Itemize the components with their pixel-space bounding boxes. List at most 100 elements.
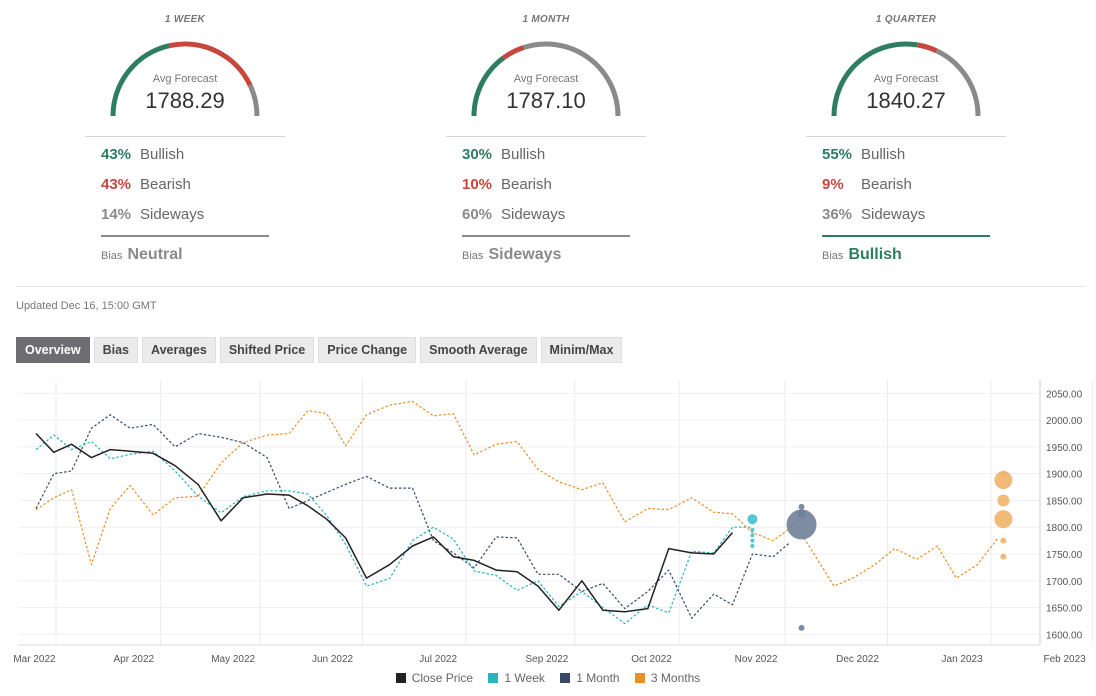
x-tick-label: May 2022 <box>211 654 255 665</box>
updated-timestamp: Updated Dec 16, 15:00 GMT <box>16 300 157 312</box>
bullish-row: 43% Bullish <box>101 146 184 163</box>
legend-swatch <box>634 673 645 683</box>
forecast-point-1-month[interactable] <box>786 509 817 540</box>
bias-label: Bias <box>101 250 123 262</box>
legend-item-1-month[interactable]: 1 Month <box>560 671 620 685</box>
bullish-row: 55% Bullish <box>822 146 905 163</box>
sideways-label: Sideways <box>140 206 205 223</box>
x-tick-label: Nov 2022 <box>735 654 778 665</box>
series-line-close-price <box>35 432 734 613</box>
y-tick-label: 1850.00 <box>1046 496 1083 507</box>
legend-item-1-week[interactable]: 1 Week <box>488 671 545 685</box>
gauge-bearish-arc <box>168 41 253 87</box>
gauge-sideways-arc <box>247 84 260 117</box>
gauge-sideways-arc <box>522 41 621 117</box>
sideways-percent: 36% <box>822 206 853 223</box>
sideways-percent: 14% <box>101 206 132 223</box>
y-tick-label: 1800.00 <box>1046 523 1083 534</box>
bias: Bias Sideways <box>462 246 561 264</box>
forecast-point-1-week[interactable] <box>747 514 758 525</box>
x-tick-label: Feb 2023 <box>1043 654 1086 665</box>
forecast-point-1-week[interactable] <box>750 533 755 538</box>
y-tick-label: 1900.00 <box>1046 470 1083 481</box>
bias-underline <box>462 235 630 237</box>
forecast-point-1-week[interactable] <box>750 538 755 543</box>
gauge-bearish-arc <box>502 45 525 60</box>
y-tick-label: 2050.00 <box>1046 389 1083 400</box>
x-tick-label: Apr 2022 <box>114 654 155 665</box>
gauge-bearish-arc <box>916 42 938 54</box>
bias-underline <box>822 235 990 237</box>
legend-label: 3 Months <box>650 671 701 685</box>
panel-title: 1 WEEK <box>164 14 206 25</box>
divider <box>85 136 285 137</box>
bias-underline <box>101 235 269 237</box>
bearish-row: 9% Bearish <box>822 176 912 193</box>
y-tick-label: 1950.00 <box>1046 443 1083 454</box>
forecast-point-1-week[interactable] <box>750 527 755 532</box>
sideways-row: 60% Sideways <box>462 206 565 223</box>
sentiment-gauge <box>110 41 260 117</box>
forecast-point-1-week[interactable] <box>750 543 755 548</box>
x-tick-label: Mar 2022 <box>13 654 56 665</box>
bullish-percent: 55% <box>822 146 853 163</box>
y-tick-label: 2000.00 <box>1046 416 1083 427</box>
forecast-panel-1-quarter: 1 QUARTER Avg Forecast 1840.27 55% Bullis… <box>806 0 1006 280</box>
bias-label: Bias <box>462 250 484 262</box>
bearish-percent: 10% <box>462 176 493 193</box>
bearish-label: Bearish <box>140 176 191 193</box>
bearish-label: Bearish <box>501 176 552 193</box>
avg-forecast-label: Avg Forecast <box>513 73 579 85</box>
bullish-percent: 30% <box>462 146 493 163</box>
bias-label: Bias <box>822 250 844 262</box>
x-tick-label: Jun 2022 <box>312 654 354 665</box>
gauge-sideways-arc <box>935 48 981 117</box>
gauge-bullish-arc <box>471 55 506 117</box>
forecast-point-3-months[interactable] <box>1000 553 1007 560</box>
forecast-point-3-months[interactable] <box>1000 470 1007 477</box>
legend-label: 1 Week <box>504 671 545 685</box>
sideways-label: Sideways <box>501 206 566 223</box>
divider <box>446 136 646 137</box>
forecast-point-1-month[interactable] <box>797 509 806 518</box>
x-tick-label: Oct 2022 <box>631 654 672 665</box>
avg-forecast-label: Avg Forecast <box>152 73 218 85</box>
tab-averages[interactable]: Averages <box>142 337 216 363</box>
divider <box>806 136 1006 137</box>
forecast-point-3-months[interactable] <box>997 494 1010 507</box>
tab-minim-max[interactable]: Minim/Max <box>540 337 623 363</box>
legend-swatch <box>488 673 499 683</box>
legend-item-close-price[interactable]: Close Price <box>395 671 474 685</box>
legend-swatch <box>560 673 571 683</box>
x-tick-label: Jan 2023 <box>942 654 984 665</box>
tab-price-change[interactable]: Price Change <box>318 337 417 363</box>
sideways-percent: 60% <box>462 206 493 223</box>
panel-title: 1 QUARTER <box>875 14 937 25</box>
avg-forecast-value: 1787.10 <box>506 88 586 113</box>
legend-swatch <box>395 673 406 683</box>
series-line-1-week <box>35 434 753 625</box>
forecast-point-1-month[interactable] <box>798 624 805 631</box>
bearish-label: Bearish <box>861 176 912 193</box>
legend-label: Close Price <box>411 671 474 685</box>
tab-overview[interactable]: Overview <box>16 337 90 363</box>
forecast-point-3-months[interactable] <box>994 471 1013 490</box>
tab-shifted-price[interactable]: Shifted Price <box>219 337 315 363</box>
avg-forecast-value: 1840.27 <box>866 88 946 113</box>
chart-tabs: Overview Bias Averages Shifted Price Pri… <box>16 337 626 363</box>
bullish-label: Bullish <box>501 146 546 163</box>
y-tick-label: 1750.00 <box>1046 550 1083 561</box>
forecast-point-1-month[interactable] <box>798 503 805 510</box>
forecast-point-3-months[interactable] <box>1000 537 1007 544</box>
forecast-point-3-months[interactable] <box>994 510 1013 529</box>
plot-area <box>18 380 1040 645</box>
section-divider <box>16 286 1086 287</box>
sentiment-gauge <box>471 41 621 117</box>
forecast-panel-1-month: 1 MONTH Avg Forecast 1787.10 30% Bullish … <box>446 0 646 280</box>
x-tick-label: Jul 2022 <box>419 654 457 665</box>
legend-item-3-months[interactable]: 3 Months <box>634 671 701 685</box>
tab-bias[interactable]: Bias <box>93 337 138 363</box>
bullish-row: 30% Bullish <box>462 146 545 163</box>
tab-smooth-average[interactable]: Smooth Average <box>420 337 537 363</box>
bullish-label: Bullish <box>140 146 185 163</box>
